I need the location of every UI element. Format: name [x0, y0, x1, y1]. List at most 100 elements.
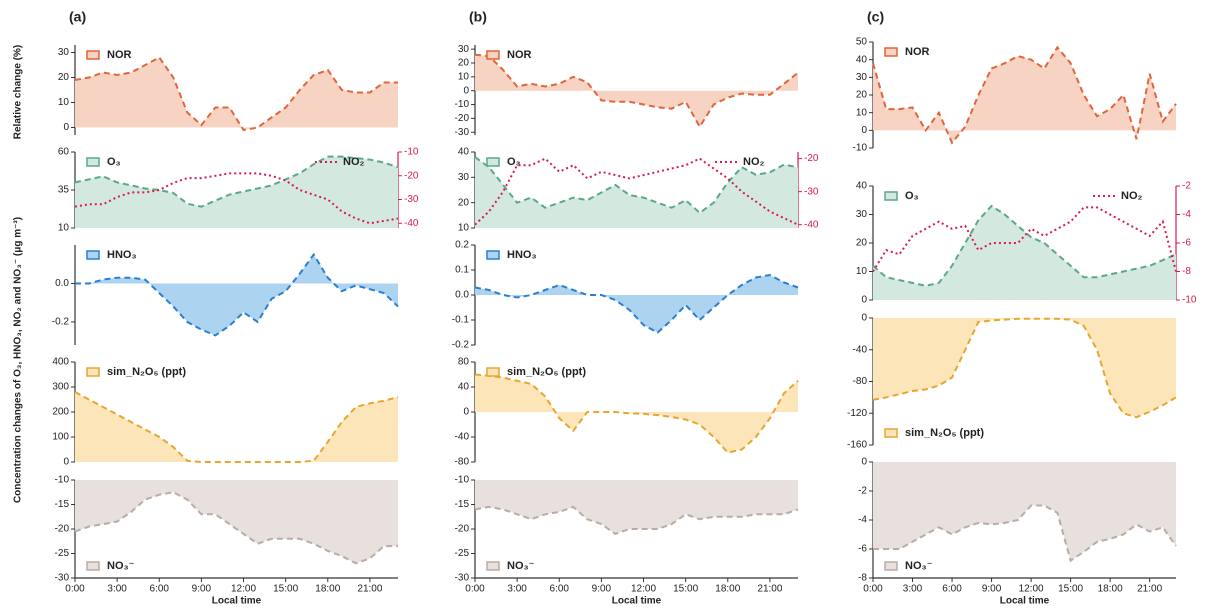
series-line [75, 252, 399, 337]
y-tick-label: 20 [856, 238, 868, 249]
x-tick-label: 0:00 [465, 584, 485, 595]
y-tick-label: -30 [455, 573, 470, 584]
y2-tick-label: -10 [1182, 295, 1197, 306]
legend-key [86, 367, 100, 377]
x-tick-label: 18:00 [715, 584, 740, 595]
legend-label: NO₂ [1121, 190, 1143, 202]
y-tick-label: 10 [856, 107, 868, 118]
y2-tick-label: -30 [804, 186, 819, 197]
y-tick-label: 200 [52, 407, 69, 418]
area-fill [475, 275, 798, 333]
panel-label: (a) [69, 9, 86, 25]
area-fill [75, 57, 398, 130]
legend-label: NO₃⁻ [107, 560, 135, 572]
y-tick-label: 40 [458, 147, 470, 158]
y-tick-label: 0.1 [455, 265, 469, 276]
y-tick-label: 30 [856, 72, 868, 83]
y-tick-label: 35 [58, 185, 70, 196]
x-tick-label: 0:00 [863, 584, 883, 595]
legend-key [486, 250, 500, 260]
legend-key [86, 157, 100, 167]
legend-label: HNO₃ [507, 249, 537, 261]
y-tick-label: 0.0 [455, 290, 469, 301]
y-tick-label: 100 [52, 432, 69, 443]
legend-key [486, 367, 500, 377]
panel-label: (b) [469, 9, 487, 25]
panel-label: (c) [867, 9, 884, 25]
y-tick-label: 0 [861, 457, 867, 468]
y-tick-label: -20 [455, 113, 470, 124]
y-tick-label: -40 [455, 432, 470, 443]
y2-tick-label: -6 [1182, 238, 1191, 249]
area-fill [873, 318, 1176, 418]
y-tick-label: 400 [52, 357, 69, 368]
series-line [474, 157, 799, 226]
y-tick-label: -0.2 [452, 340, 470, 351]
x-axis-label: Local time [212, 596, 262, 607]
legend-label: NO₃⁻ [507, 560, 535, 572]
x-tick-label: 21:00 [357, 584, 382, 595]
legend-key [86, 561, 100, 571]
y-tick-label: 300 [52, 382, 69, 393]
y-tick-label: -10 [55, 475, 70, 486]
legend-label: O₃ [107, 156, 121, 168]
legend-label: NO₂ [743, 156, 765, 168]
y-tick-label: 30 [856, 209, 868, 220]
y-tick-label: -80 [853, 376, 868, 387]
x-tick-label: 21:00 [757, 584, 782, 595]
series-line [872, 204, 1177, 287]
y-tick-label: 0 [861, 313, 867, 324]
y-tick-label: -20 [455, 524, 470, 535]
y-tick-label: -15 [455, 499, 470, 510]
y-tick-label: -10 [455, 475, 470, 486]
legend-key [486, 157, 500, 167]
legend-key [486, 561, 500, 571]
y-tick-label: 40 [856, 54, 868, 65]
y2-tick-label: -2 [1182, 181, 1191, 192]
legend-key [884, 47, 898, 57]
series-line [74, 155, 399, 208]
legend-label: NOR [107, 49, 132, 61]
legend-label: O₃ [905, 190, 919, 202]
legend-label: HNO₃ [107, 249, 137, 261]
area-fill [75, 156, 398, 228]
y-tick-label: -160 [847, 440, 867, 451]
legend-key [884, 191, 898, 201]
x-tick-label: 18:00 [1098, 584, 1123, 595]
x-tick-label: 15:00 [673, 584, 698, 595]
series-line [474, 156, 799, 215]
area-fill [475, 54, 798, 127]
y2-tick-label: -40 [404, 218, 419, 229]
y-tick-label: 60 [58, 147, 70, 158]
x-tick-label: 12:00 [1019, 584, 1044, 595]
x-tick-label: 3:00 [903, 584, 923, 595]
y2-tick-label: -10 [404, 147, 419, 158]
area-fill [873, 47, 1176, 143]
y-tick-label: 10 [458, 71, 470, 82]
y-tick-label: 0 [861, 295, 867, 306]
y-tick-label: -80 [455, 457, 470, 468]
x-tick-label: 15:00 [1058, 584, 1083, 595]
area-fill [475, 157, 798, 228]
x-tick-label: 3:00 [107, 584, 127, 595]
y-tick-label: -4 [858, 515, 867, 526]
y2-tick-label: -4 [1182, 209, 1191, 220]
series-line [474, 373, 799, 454]
series-line [872, 317, 1177, 419]
y-tick-label: -0.1 [452, 315, 470, 326]
y2-tick-label: -30 [404, 194, 419, 205]
y-tick-label: -8 [858, 573, 867, 584]
y-tick-label: 0.0 [55, 278, 69, 289]
y-tick-label: 10 [58, 97, 70, 108]
y-tick-label: 20 [856, 90, 868, 101]
area-fill [873, 462, 1176, 561]
legend-key [86, 250, 100, 260]
y-tick-label: 10 [58, 223, 70, 234]
legend-label: NOR [507, 49, 532, 61]
y-tick-label: 0.2 [455, 240, 469, 251]
x-axis-label: Local time [612, 596, 662, 607]
series-line [873, 504, 1177, 563]
series-line [474, 505, 799, 536]
x-tick-label: 12:00 [631, 584, 656, 595]
area-fill [873, 205, 1176, 300]
